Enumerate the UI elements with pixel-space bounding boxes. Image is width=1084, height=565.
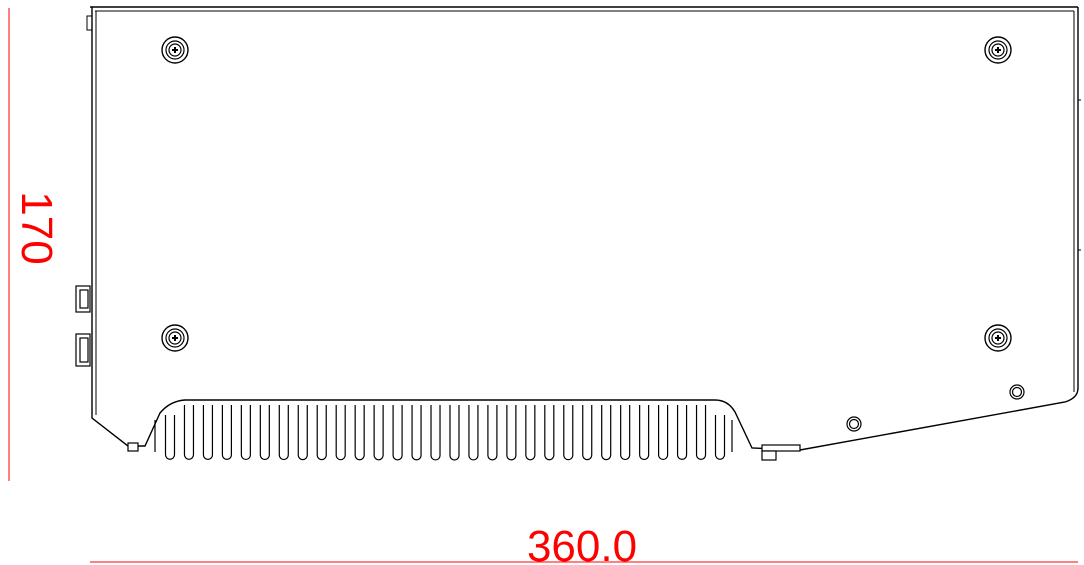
heatsink-fin: [695, 405, 707, 460]
mount-hole-inner: [848, 418, 860, 430]
screws: [161, 36, 1012, 352]
heatsink-fin: [658, 405, 669, 461]
screw-icon: [984, 324, 1012, 352]
heatsink-fin: [487, 405, 498, 461]
chassis-outline: [91, 7, 1079, 451]
heatsink-fin: [278, 405, 289, 461]
heatsink-fin: [240, 405, 251, 461]
foot-left: [127, 442, 139, 452]
width-dimension: 360.0: [90, 522, 1078, 565]
mount-hole: [846, 416, 862, 432]
connector-port-inner: [79, 289, 89, 309]
heatsink-fin: [525, 405, 536, 461]
heatsink-fin: [297, 405, 308, 461]
left-bracket: [86, 15, 92, 31]
heatsink-fin: [164, 415, 176, 460]
screw-icon: [161, 324, 189, 352]
heatsink-fin: [468, 405, 479, 461]
feet: [127, 442, 801, 461]
heatsink-fin: [202, 405, 214, 460]
foot-right-base: [761, 444, 801, 452]
side-connectors: [75, 285, 91, 367]
mount-hole-inner: [1011, 386, 1023, 398]
screw-icon: [984, 36, 1012, 64]
heatsink-fin: [354, 405, 365, 461]
connector-port-inner: [79, 337, 89, 363]
heatsink-fin: [373, 405, 384, 461]
mount-hole: [1009, 384, 1025, 400]
heatsink-fin: [601, 405, 612, 461]
heatsink-fin: [620, 405, 631, 461]
heatsink-fin: [676, 405, 688, 460]
heatsink-fins: [154, 405, 733, 461]
heatsink-fin: [506, 405, 517, 461]
heatsink-fin: [335, 405, 346, 461]
heatsink-fin: [544, 405, 555, 461]
mount-holes: [846, 384, 1025, 432]
heatsink-fin: [639, 405, 650, 461]
heatsink-fin: [449, 405, 460, 461]
heatsink-fin: [430, 405, 441, 461]
heatsink-fin: [411, 405, 422, 461]
heatsink-fin: [714, 415, 726, 460]
heatsink-fin: [582, 405, 593, 461]
heatsink-fin: [259, 405, 270, 461]
height-dimension-label: 170: [12, 191, 61, 264]
chassis: [86, 6, 1081, 451]
height-dimension: 170: [8, 8, 61, 481]
width-dimension-label: 360.0: [527, 522, 637, 565]
heatsink-fin: [183, 405, 195, 460]
heatsink-fin: [392, 405, 403, 461]
foot-right: [761, 450, 777, 461]
screw-icon: [161, 36, 189, 64]
heatsink-fin: [563, 405, 574, 461]
heatsink-fin: [316, 405, 327, 461]
heatsink-fin: [221, 405, 232, 460]
